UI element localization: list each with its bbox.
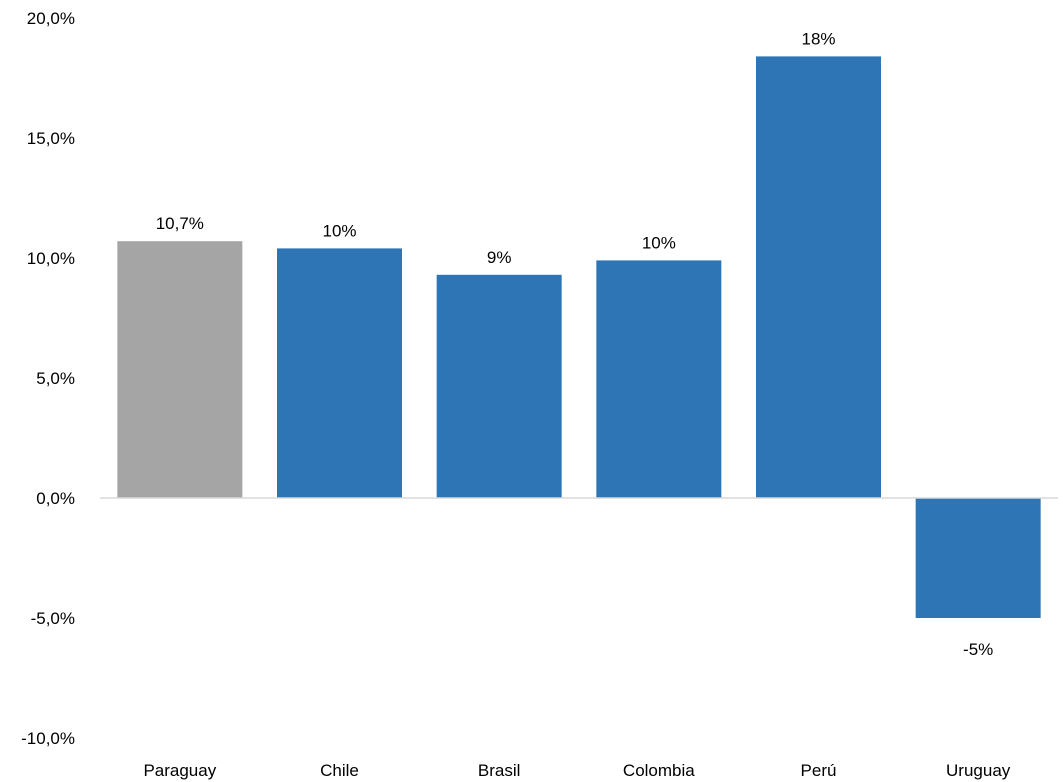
y-tick-label: 5,0% <box>36 369 75 388</box>
y-tick-label: 20,0% <box>27 9 75 28</box>
data-label: 18% <box>801 29 835 48</box>
category-label: Colombia <box>623 761 695 780</box>
y-tick-label: -5,0% <box>31 609 75 628</box>
bar-colombia <box>596 260 722 498</box>
data-labels: 10,7% 10% 9% 10% 18% -5% <box>156 29 994 659</box>
bar-uruguay <box>915 498 1041 618</box>
category-label: Uruguay <box>946 761 1011 780</box>
category-label: Chile <box>320 761 359 780</box>
y-axis: 20,0% 15,0% 10,0% 5,0% 0,0% -5,0% -10,0% <box>21 9 75 748</box>
data-label: 10,7% <box>156 214 204 233</box>
bar-chile <box>277 248 402 498</box>
y-tick-label: 10,0% <box>27 249 75 268</box>
y-tick-label: 0,0% <box>36 489 75 508</box>
bars <box>117 56 1041 618</box>
bar-paraguay <box>117 241 243 498</box>
bar-brasil <box>436 274 562 498</box>
category-label: Paraguay <box>143 761 216 780</box>
category-label: Perú <box>801 761 837 780</box>
data-label: 10% <box>322 221 356 240</box>
bar-per- <box>756 56 881 499</box>
category-label: Brasil <box>478 761 521 780</box>
x-axis: Paraguay Chile Brasil Colombia Perú Uruguay <box>143 761 1010 780</box>
y-tick-label: -10,0% <box>21 729 75 748</box>
y-tick-label: 15,0% <box>27 129 75 148</box>
data-label: -5% <box>963 640 993 659</box>
data-label: 9% <box>487 248 512 267</box>
data-label: 10% <box>642 233 676 252</box>
